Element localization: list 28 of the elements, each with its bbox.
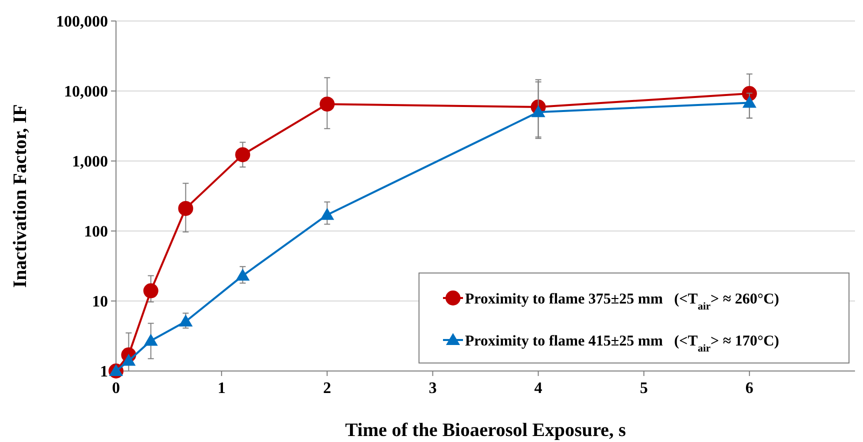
point [144, 334, 158, 346]
x-tick-label: 1 [218, 380, 226, 397]
x-tick-label: 6 [745, 380, 754, 397]
x-tick-label: 5 [640, 380, 648, 397]
y-tick-label: 100,000 [56, 14, 108, 31]
point [531, 105, 546, 118]
point [178, 200, 194, 216]
point [178, 314, 193, 326]
point [235, 147, 250, 162]
point [122, 354, 136, 366]
y-tick-label: 100 [84, 224, 108, 241]
y-tick-label: 10 [92, 294, 108, 311]
x-axis-title: Time of the Bioaerosol Exposure, s [345, 420, 626, 441]
x-tick-label: 4 [534, 380, 542, 397]
point [143, 283, 158, 298]
legend-label: Proximity to flame 415±25 mm (<T$_{air}$> ≈ 170°C) [465, 333, 780, 354]
y-tick-label: 1 [100, 364, 108, 381]
y-tick-label: 1,000 [72, 154, 108, 171]
y-tick-label: 10,000 [64, 84, 108, 101]
y-axis-title: Inactivation Factor, IF [10, 104, 31, 288]
point [320, 96, 335, 112]
x-tick-label: 0 [112, 380, 120, 397]
legend-label: Proximity to flame 375±25 mm (<T$_{air}$> ≈ 260°C) [465, 291, 780, 312]
x-tick-label: 2 [323, 380, 332, 397]
point [236, 268, 250, 281]
point [320, 208, 334, 220]
point [742, 96, 756, 108]
x-tick-label: 3 [428, 380, 437, 397]
